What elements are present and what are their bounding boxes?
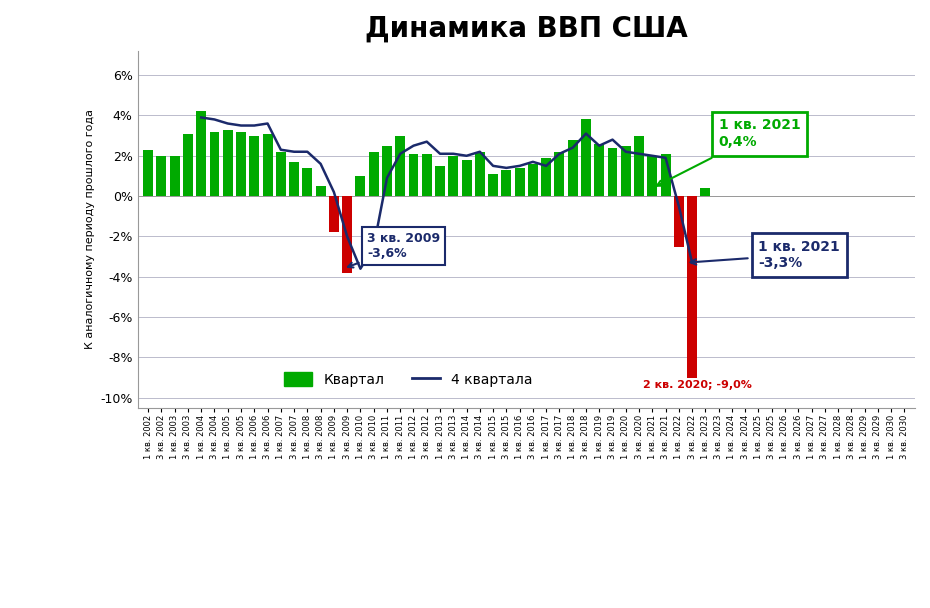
Bar xyxy=(382,146,392,196)
Bar xyxy=(634,136,644,196)
Bar xyxy=(276,152,286,196)
Bar xyxy=(249,136,259,196)
Bar xyxy=(408,154,418,196)
Bar xyxy=(223,130,232,196)
Text: 1 кв. 2021
0,4%: 1 кв. 2021 0,4% xyxy=(657,119,801,185)
Bar xyxy=(700,188,711,196)
Bar xyxy=(448,156,458,196)
Bar xyxy=(607,148,618,196)
Bar xyxy=(262,134,272,196)
Bar xyxy=(395,136,405,196)
Bar xyxy=(289,162,299,196)
Bar xyxy=(514,168,525,196)
Bar xyxy=(209,131,219,196)
Bar xyxy=(554,152,565,196)
Title: Динамика ВВП США: Динамика ВВП США xyxy=(365,15,687,43)
Bar xyxy=(355,176,365,196)
Bar xyxy=(475,152,485,196)
Bar xyxy=(461,160,472,196)
Bar xyxy=(660,154,671,196)
Bar xyxy=(674,196,684,247)
Bar xyxy=(567,140,578,196)
Bar xyxy=(528,164,538,196)
Bar xyxy=(169,156,179,196)
Bar xyxy=(647,156,658,196)
Bar xyxy=(621,146,631,196)
Text: 2 кв. 2020; -9,0%: 2 кв. 2020; -9,0% xyxy=(643,380,751,390)
Bar xyxy=(183,134,193,196)
Bar xyxy=(501,170,512,196)
Bar xyxy=(368,152,379,196)
Text: 3 кв. 2009
-3,6%: 3 кв. 2009 -3,6% xyxy=(348,232,440,268)
Bar xyxy=(541,158,551,196)
Bar xyxy=(196,111,206,196)
Bar xyxy=(422,154,432,196)
Bar xyxy=(687,196,698,378)
Bar xyxy=(236,131,246,196)
Bar xyxy=(435,166,445,196)
Y-axis label: К аналогичному периоду прошлого года: К аналогичному периоду прошлого года xyxy=(85,109,95,350)
Bar xyxy=(315,186,326,196)
Bar xyxy=(143,150,153,196)
Bar xyxy=(302,168,312,196)
Text: 1 кв. 2021
-3,3%: 1 кв. 2021 -3,3% xyxy=(691,240,840,270)
Legend: Квартал, 4 квартала: Квартал, 4 квартала xyxy=(285,372,533,387)
Bar xyxy=(594,143,604,196)
Bar xyxy=(342,196,352,273)
Bar xyxy=(329,196,339,232)
Bar xyxy=(581,119,591,196)
Bar xyxy=(156,156,166,196)
Bar xyxy=(488,174,498,196)
